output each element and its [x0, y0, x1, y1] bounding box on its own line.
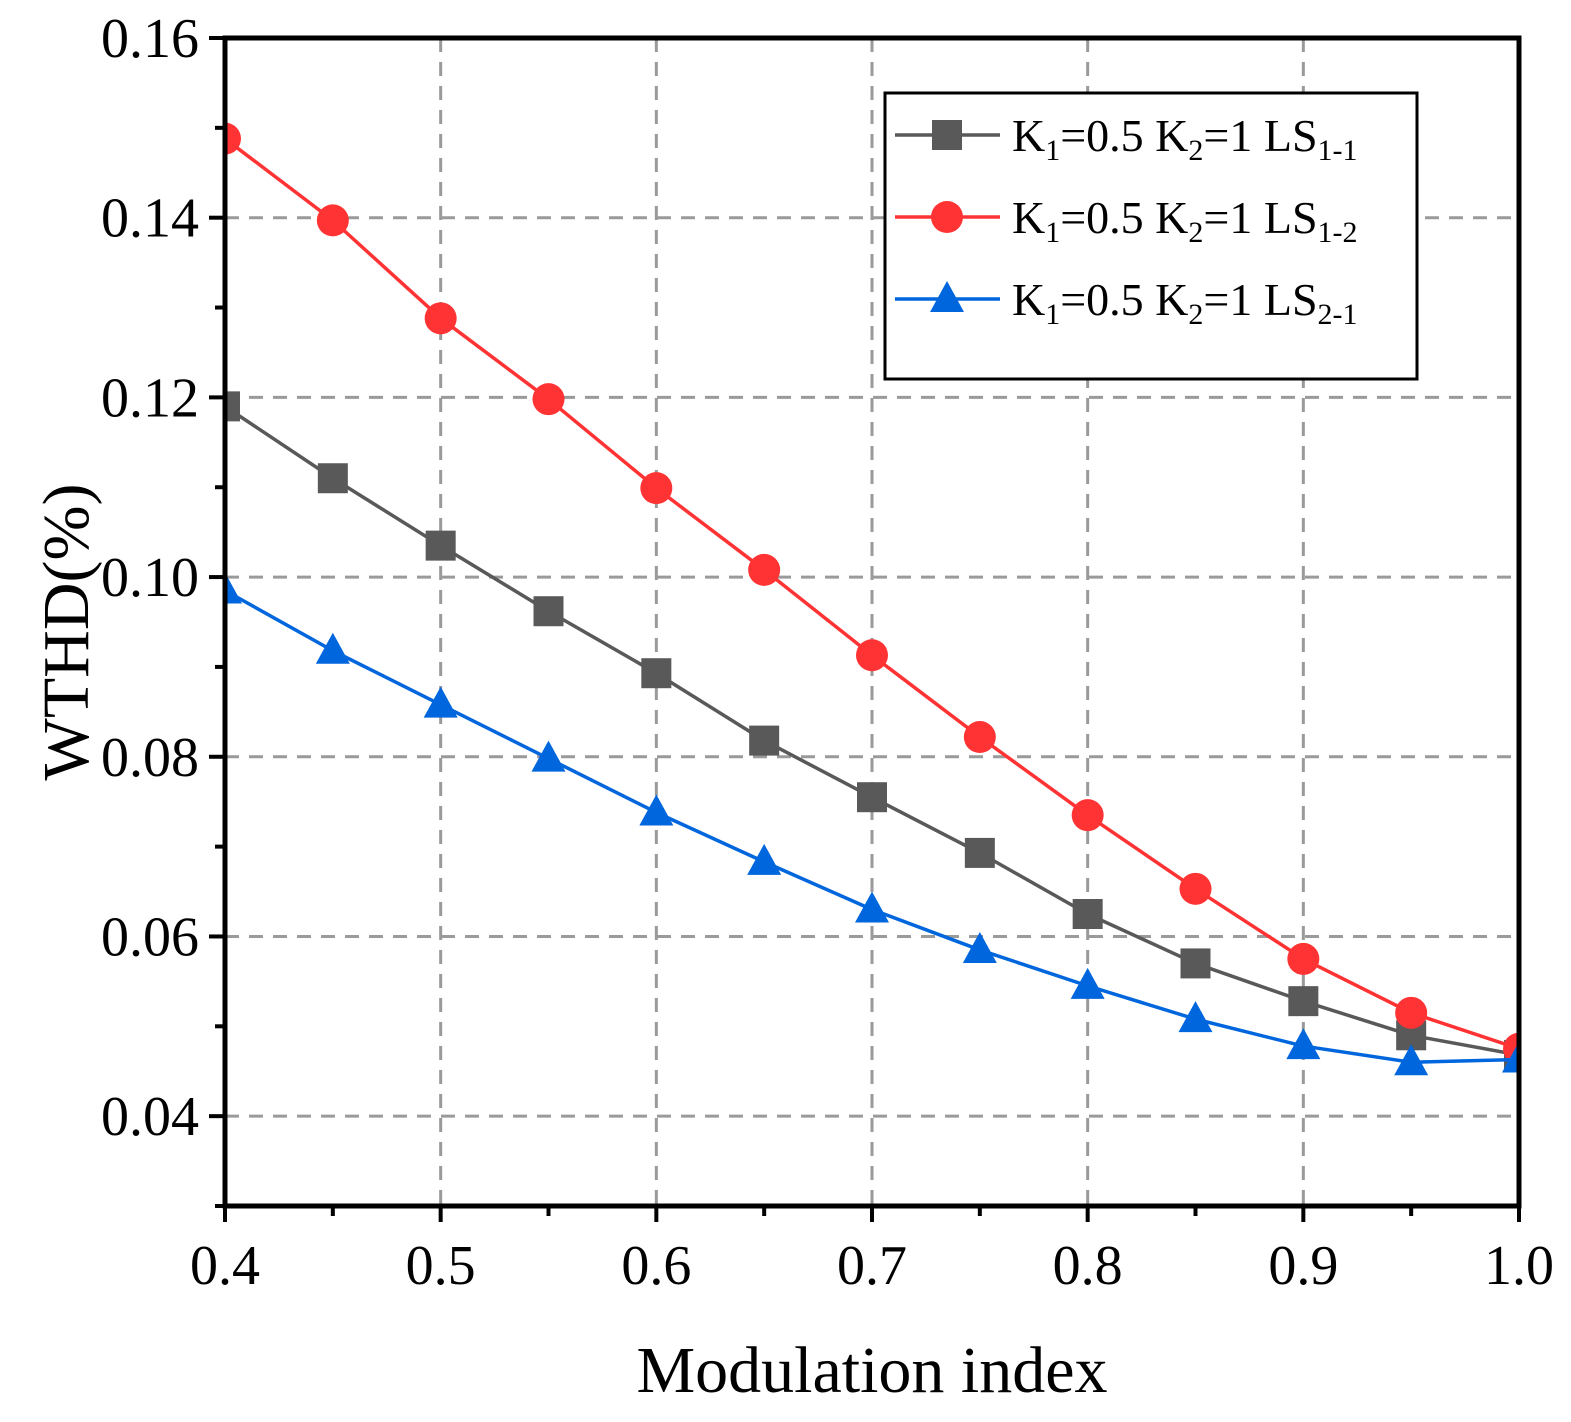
legend-marker [930, 281, 964, 312]
series-1-point [1072, 899, 1103, 929]
series-2-point [1179, 872, 1212, 905]
series-2-point [640, 472, 673, 505]
y-tick-label: 0.08 [101, 727, 199, 789]
x-tick-label: 0.5 [406, 1235, 476, 1297]
series-3-point [639, 794, 674, 826]
series-3-point [315, 632, 350, 664]
y-tick-label: 0.14 [101, 188, 199, 250]
series-2-point [532, 383, 565, 416]
series-2-point [1395, 996, 1428, 1029]
series-1-point [225, 391, 240, 422]
legend-label: K1=0.5 K2=1 LS1-1 [1012, 110, 1358, 167]
series-1-point [964, 837, 995, 868]
x-tick-label: 0.8 [1053, 1235, 1123, 1297]
x-axis-title: Modulation index [636, 1334, 1107, 1407]
series-1-point [317, 463, 348, 494]
series-1-point [533, 596, 564, 627]
series-2-point [963, 721, 996, 754]
axes: 0.4 0.5 0.6 0.7 0.8 0.9 1.0 0.04 0.06 0.08 0.10 0.1… [30, 8, 1554, 1407]
x-tick-label: 1.0 [1484, 1235, 1554, 1297]
series-3-point [423, 686, 458, 718]
legend-marker [932, 120, 962, 150]
legend-label: K1=0.5 K2=1 LS1-2 [1012, 192, 1358, 249]
series-2-point [225, 122, 241, 155]
legend-marker [931, 201, 963, 233]
series-3 [225, 572, 1519, 1076]
series-2-point [316, 204, 349, 237]
series-2-point [856, 639, 888, 672]
series-2 [225, 122, 1519, 1065]
series-1-point [1288, 986, 1319, 1017]
series-3-point [531, 740, 566, 772]
series-1-point [857, 782, 887, 813]
legend-item-3: K1=0.5 K2=1 LS2-1 [895, 274, 1358, 331]
legend-item-1: K1=0.5 K2=1 LS1-1 [895, 110, 1358, 167]
series-layer [225, 122, 1519, 1076]
y-axis-title: WTHD(%) [30, 484, 103, 781]
series-3-point [225, 572, 242, 604]
legend-box [883, 91, 1419, 381]
series-2-point [748, 553, 781, 586]
series-3-point [1394, 1044, 1429, 1076]
series-2-point [1287, 942, 1320, 975]
legend-label: K1=0.5 K2=1 LS2-1 [1012, 274, 1358, 331]
series-3-point [1070, 967, 1105, 999]
x-tick-label: 0.4 [190, 1235, 260, 1297]
series-3-point [1178, 1001, 1213, 1033]
series-3-point [1502, 1041, 1519, 1073]
y-tick-label: 0.04 [101, 1086, 199, 1148]
series-1-point [749, 725, 780, 756]
series-3-point [1286, 1028, 1321, 1060]
series-1 [225, 391, 1519, 1071]
x-tick-label: 0.6 [621, 1235, 691, 1297]
y-tick-label: 0.16 [101, 8, 199, 70]
series-2-point [424, 302, 457, 335]
series-1-point [1180, 948, 1211, 979]
legend-item-2: K1=0.5 K2=1 LS1-2 [895, 192, 1358, 249]
series-3-point [855, 891, 889, 923]
x-tick-label: 0.9 [1268, 1235, 1338, 1297]
series-3-point [962, 931, 997, 963]
y-tick-label: 0.12 [101, 367, 199, 429]
series-3-point [747, 843, 782, 875]
y-tick-label: 0.06 [101, 906, 199, 968]
y-tick-label: 0.10 [101, 547, 199, 609]
series-2-point [1071, 799, 1104, 832]
x-tick-label: 0.7 [837, 1235, 907, 1297]
series-1-point [425, 530, 456, 561]
legend: K1=0.5 K2=1 LS1-1 K1=0.5 K2=1 LS1-2 K1=0.5… [883, 91, 1419, 381]
series-1-point [641, 658, 672, 689]
